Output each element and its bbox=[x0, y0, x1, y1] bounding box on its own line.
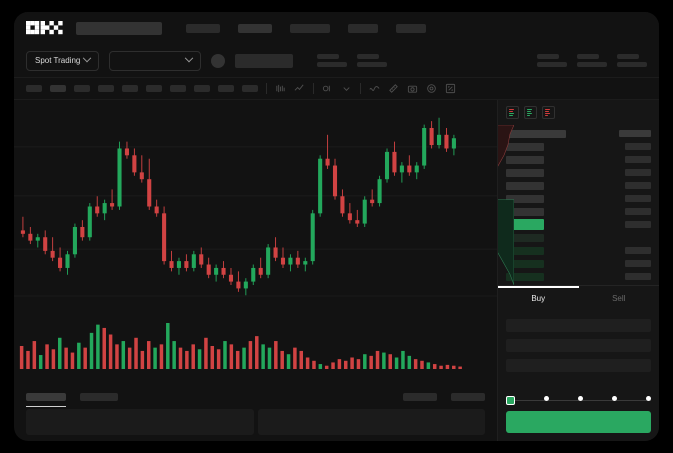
toolbar-placeholder-3[interactable] bbox=[74, 85, 90, 92]
app-header bbox=[14, 12, 659, 44]
toolbar-placeholder-9[interactable] bbox=[218, 85, 234, 92]
bottom-action-1[interactable] bbox=[403, 393, 437, 401]
toolbar-placeholder-5[interactable] bbox=[122, 85, 138, 92]
ob-row[interactable] bbox=[506, 166, 651, 179]
bottom-panel-right[interactable] bbox=[257, 409, 485, 435]
nav-item-5[interactable] bbox=[396, 23, 426, 33]
buy-sell-tabs: Buy Sell bbox=[498, 285, 659, 311]
tab-buy[interactable]: Buy bbox=[498, 286, 579, 311]
stat-2 bbox=[357, 54, 388, 67]
nav-item-3[interactable] bbox=[290, 23, 330, 33]
bottom-tabs bbox=[14, 385, 497, 409]
orderbook-mode-switcher bbox=[498, 100, 659, 125]
order-total-field[interactable] bbox=[506, 359, 651, 372]
ob-row-highlighted[interactable] bbox=[506, 218, 651, 231]
stepper-dot-2[interactable] bbox=[544, 395, 549, 401]
ob-row[interactable] bbox=[506, 257, 651, 270]
ob-row[interactable] bbox=[506, 179, 651, 192]
indicators-icon[interactable] bbox=[322, 83, 333, 94]
volume-chart[interactable] bbox=[14, 313, 497, 385]
stat-3 bbox=[537, 54, 567, 67]
nav-item-1[interactable] bbox=[186, 23, 220, 33]
toolbar-placeholder-1[interactable] bbox=[26, 85, 42, 92]
chart-toolbar bbox=[14, 78, 659, 100]
search-input[interactable] bbox=[76, 21, 162, 35]
bottom-tab-2[interactable] bbox=[80, 393, 118, 401]
settings-icon[interactable] bbox=[426, 83, 437, 94]
camera-icon[interactable] bbox=[407, 83, 418, 94]
toolbar-placeholder-8[interactable] bbox=[194, 85, 210, 92]
ob-mode-both[interactable] bbox=[506, 106, 519, 119]
stat-5 bbox=[617, 54, 647, 67]
toolbar-placeholder-2[interactable] bbox=[50, 85, 66, 92]
ob-mode-bids[interactable] bbox=[524, 106, 537, 119]
ob-row[interactable] bbox=[506, 244, 651, 257]
ob-row[interactable] bbox=[506, 231, 651, 244]
bottom-panels bbox=[14, 409, 497, 441]
line-chart-icon[interactable] bbox=[294, 83, 305, 94]
stepper-dot-4[interactable] bbox=[612, 395, 617, 401]
nav-item-2[interactable] bbox=[238, 23, 272, 33]
toolbar-divider bbox=[266, 83, 267, 94]
chevron-down-icon bbox=[83, 53, 92, 62]
ruler-icon[interactable] bbox=[388, 83, 399, 94]
toolbar-placeholder-10[interactable] bbox=[242, 85, 258, 92]
stepper-dot-3[interactable] bbox=[578, 395, 583, 401]
market-type-dropdown[interactable]: Spot Trading bbox=[26, 50, 100, 71]
chart-area bbox=[14, 100, 497, 441]
tab-sell[interactable]: Sell bbox=[612, 294, 626, 303]
chevron-down-icon[interactable] bbox=[341, 83, 352, 94]
header-nav bbox=[186, 23, 426, 33]
ob-row[interactable] bbox=[506, 140, 651, 153]
order-price-field[interactable] bbox=[506, 319, 651, 332]
app-body: Buy Sell bbox=[14, 100, 659, 441]
toolbar-divider bbox=[360, 83, 361, 94]
amount-stepper[interactable] bbox=[498, 389, 659, 411]
ob-row[interactable] bbox=[506, 127, 651, 140]
app-screen: Spot Trading bbox=[14, 12, 659, 441]
order-panel: Buy Sell bbox=[497, 100, 659, 441]
stepper-dot-5[interactable] bbox=[646, 395, 651, 401]
order-form bbox=[498, 311, 659, 389]
toolbar-placeholder-4[interactable] bbox=[98, 85, 114, 92]
orderbook-rows[interactable] bbox=[498, 125, 659, 285]
toolbar-divider bbox=[313, 83, 314, 94]
market-subheader: Spot Trading bbox=[14, 44, 659, 78]
market-type-label: Spot Trading bbox=[35, 56, 81, 65]
toolbar-placeholder-7[interactable] bbox=[170, 85, 186, 92]
nav-item-4[interactable] bbox=[348, 23, 378, 33]
toolbar-placeholder-6[interactable] bbox=[146, 85, 162, 92]
candlestick-chart[interactable] bbox=[14, 100, 497, 313]
candlestick-icon[interactable] bbox=[275, 83, 286, 94]
pair-price-placeholder bbox=[235, 53, 294, 68]
ob-mode-asks[interactable] bbox=[542, 106, 555, 119]
bottom-panel-left[interactable] bbox=[26, 409, 254, 435]
fullscreen-icon[interactable] bbox=[445, 83, 456, 94]
ob-row[interactable] bbox=[506, 192, 651, 205]
bottom-action-2[interactable] bbox=[451, 393, 485, 401]
chevron-down-icon bbox=[185, 53, 194, 62]
ob-row[interactable] bbox=[506, 270, 651, 283]
ob-row[interactable] bbox=[506, 153, 651, 166]
stepper-dot-1[interactable] bbox=[506, 395, 515, 405]
order-amount-field[interactable] bbox=[506, 339, 651, 352]
pair-selector[interactable] bbox=[109, 50, 202, 71]
pair-avatar bbox=[211, 53, 226, 68]
submit-order-button[interactable] bbox=[506, 411, 651, 433]
stat-1 bbox=[317, 54, 348, 67]
wave-icon[interactable] bbox=[369, 83, 380, 94]
okx-logo[interactable] bbox=[26, 21, 66, 35]
stat-4 bbox=[577, 54, 607, 67]
ob-row[interactable] bbox=[506, 205, 651, 218]
bottom-tab-1[interactable] bbox=[26, 393, 66, 407]
